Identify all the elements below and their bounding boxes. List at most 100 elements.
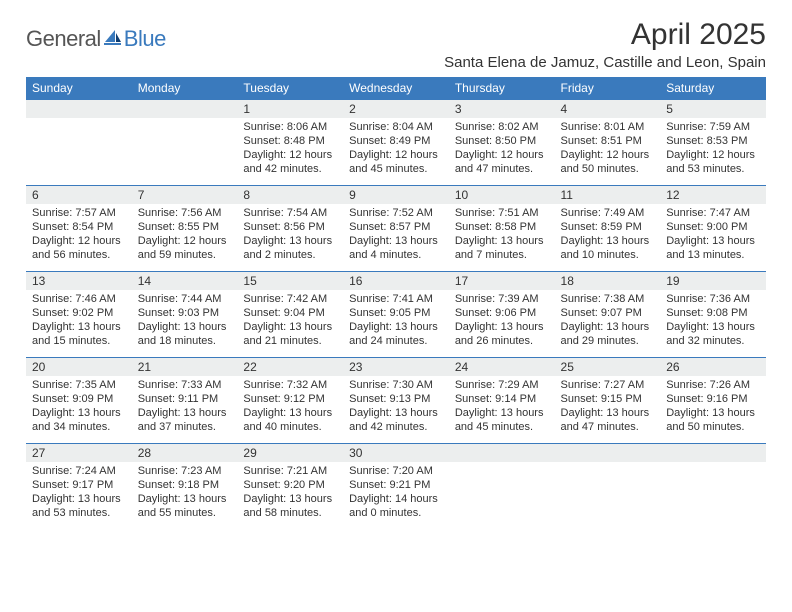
sunset-label: Sunset: 8:53 PM — [666, 135, 760, 149]
day-number: 25 — [555, 358, 661, 376]
day-number — [132, 100, 238, 118]
calendar-row: 13Sunrise: 7:46 AMSunset: 9:02 PMDayligh… — [26, 272, 766, 358]
sunrise-label: Sunrise: 8:04 AM — [349, 121, 443, 135]
day-number — [449, 444, 555, 462]
sunset-label: Sunset: 8:54 PM — [32, 221, 126, 235]
logo: General Blue — [26, 26, 166, 52]
sunrise-label: Sunrise: 7:35 AM — [32, 379, 126, 393]
day-details: Sunrise: 8:06 AMSunset: 8:48 PMDaylight:… — [237, 118, 343, 180]
day-details: Sunrise: 7:29 AMSunset: 9:14 PMDaylight:… — [449, 376, 555, 438]
day-details: Sunrise: 7:20 AMSunset: 9:21 PMDaylight:… — [343, 462, 449, 524]
daylight-label: Daylight: 13 hours and 24 minutes. — [349, 321, 443, 349]
sunrise-label: Sunrise: 7:26 AM — [666, 379, 760, 393]
sunset-label: Sunset: 8:56 PM — [243, 221, 337, 235]
calendar-cell: 22Sunrise: 7:32 AMSunset: 9:12 PMDayligh… — [237, 358, 343, 444]
day-details: Sunrise: 7:35 AMSunset: 9:09 PMDaylight:… — [26, 376, 132, 438]
daylight-label: Daylight: 13 hours and 13 minutes. — [666, 235, 760, 263]
day-details: Sunrise: 7:23 AMSunset: 9:18 PMDaylight:… — [132, 462, 238, 524]
daylight-label: Daylight: 12 hours and 45 minutes. — [349, 149, 443, 177]
day-number: 15 — [237, 272, 343, 290]
calendar-cell: 16Sunrise: 7:41 AMSunset: 9:05 PMDayligh… — [343, 272, 449, 358]
sunrise-label: Sunrise: 7:24 AM — [32, 465, 126, 479]
day-number — [555, 444, 661, 462]
day-details: Sunrise: 7:59 AMSunset: 8:53 PMDaylight:… — [660, 118, 766, 180]
logo-text-blue: Blue — [124, 26, 166, 52]
day-number: 30 — [343, 444, 449, 462]
day-details: Sunrise: 7:32 AMSunset: 9:12 PMDaylight:… — [237, 376, 343, 438]
calendar-cell: 30Sunrise: 7:20 AMSunset: 9:21 PMDayligh… — [343, 444, 449, 534]
calendar-row: 20Sunrise: 7:35 AMSunset: 9:09 PMDayligh… — [26, 358, 766, 444]
daylight-label: Daylight: 13 hours and 10 minutes. — [561, 235, 655, 263]
sunrise-label: Sunrise: 7:52 AM — [349, 207, 443, 221]
calendar-cell: 12Sunrise: 7:47 AMSunset: 9:00 PMDayligh… — [660, 186, 766, 272]
day-number: 14 — [132, 272, 238, 290]
sunset-label: Sunset: 9:08 PM — [666, 307, 760, 321]
sunrise-label: Sunrise: 7:21 AM — [243, 465, 337, 479]
calendar-cell: 23Sunrise: 7:30 AMSunset: 9:13 PMDayligh… — [343, 358, 449, 444]
sunset-label: Sunset: 9:11 PM — [138, 393, 232, 407]
calendar-cell: 11Sunrise: 7:49 AMSunset: 8:59 PMDayligh… — [555, 186, 661, 272]
day-number: 5 — [660, 100, 766, 118]
sunrise-label: Sunrise: 7:54 AM — [243, 207, 337, 221]
daylight-label: Daylight: 13 hours and 58 minutes. — [243, 493, 337, 521]
sunset-label: Sunset: 8:59 PM — [561, 221, 655, 235]
day-details: Sunrise: 7:36 AMSunset: 9:08 PMDaylight:… — [660, 290, 766, 352]
daylight-label: Daylight: 12 hours and 42 minutes. — [243, 149, 337, 177]
calendar-cell: 14Sunrise: 7:44 AMSunset: 9:03 PMDayligh… — [132, 272, 238, 358]
sunset-label: Sunset: 9:03 PM — [138, 307, 232, 321]
calendar-cell: 3Sunrise: 8:02 AMSunset: 8:50 PMDaylight… — [449, 100, 555, 186]
sunset-label: Sunset: 9:18 PM — [138, 479, 232, 493]
day-details: Sunrise: 7:52 AMSunset: 8:57 PMDaylight:… — [343, 204, 449, 266]
daylight-label: Daylight: 13 hours and 37 minutes. — [138, 407, 232, 435]
calendar-cell: 20Sunrise: 7:35 AMSunset: 9:09 PMDayligh… — [26, 358, 132, 444]
calendar-cell: 5Sunrise: 7:59 AMSunset: 8:53 PMDaylight… — [660, 100, 766, 186]
weekday-header: Wednesday — [343, 77, 449, 100]
sunset-label: Sunset: 9:20 PM — [243, 479, 337, 493]
calendar-cell: 1Sunrise: 8:06 AMSunset: 8:48 PMDaylight… — [237, 100, 343, 186]
calendar-cell: 2Sunrise: 8:04 AMSunset: 8:49 PMDaylight… — [343, 100, 449, 186]
weekday-header: Friday — [555, 77, 661, 100]
calendar-cell — [132, 100, 238, 186]
sunrise-label: Sunrise: 7:32 AM — [243, 379, 337, 393]
logo-sail-icon — [103, 28, 123, 51]
sunset-label: Sunset: 9:05 PM — [349, 307, 443, 321]
weekday-header: Sunday — [26, 77, 132, 100]
day-number: 13 — [26, 272, 132, 290]
sunrise-label: Sunrise: 8:06 AM — [243, 121, 337, 135]
day-number: 3 — [449, 100, 555, 118]
daylight-label: Daylight: 13 hours and 42 minutes. — [349, 407, 443, 435]
calendar-cell — [660, 444, 766, 534]
sunrise-label: Sunrise: 7:59 AM — [666, 121, 760, 135]
calendar-cell: 27Sunrise: 7:24 AMSunset: 9:17 PMDayligh… — [26, 444, 132, 534]
sunrise-label: Sunrise: 7:47 AM — [666, 207, 760, 221]
calendar-cell: 9Sunrise: 7:52 AMSunset: 8:57 PMDaylight… — [343, 186, 449, 272]
sunset-label: Sunset: 9:16 PM — [666, 393, 760, 407]
weekday-header: Tuesday — [237, 77, 343, 100]
calendar-cell: 7Sunrise: 7:56 AMSunset: 8:55 PMDaylight… — [132, 186, 238, 272]
sunset-label: Sunset: 8:50 PM — [455, 135, 549, 149]
sunrise-label: Sunrise: 7:27 AM — [561, 379, 655, 393]
sunrise-label: Sunrise: 7:46 AM — [32, 293, 126, 307]
calendar-cell: 15Sunrise: 7:42 AMSunset: 9:04 PMDayligh… — [237, 272, 343, 358]
weekday-header: Monday — [132, 77, 238, 100]
sunset-label: Sunset: 9:06 PM — [455, 307, 549, 321]
sunset-label: Sunset: 9:15 PM — [561, 393, 655, 407]
sunset-label: Sunset: 9:21 PM — [349, 479, 443, 493]
sunrise-label: Sunrise: 7:23 AM — [138, 465, 232, 479]
day-details: Sunrise: 7:26 AMSunset: 9:16 PMDaylight:… — [660, 376, 766, 438]
sunrise-label: Sunrise: 7:57 AM — [32, 207, 126, 221]
sunrise-label: Sunrise: 7:56 AM — [138, 207, 232, 221]
page-title: April 2025 — [444, 18, 766, 52]
day-details: Sunrise: 7:49 AMSunset: 8:59 PMDaylight:… — [555, 204, 661, 266]
logo-text-general: General — [26, 26, 101, 52]
sunrise-label: Sunrise: 7:49 AM — [561, 207, 655, 221]
day-number: 11 — [555, 186, 661, 204]
calendar-cell — [449, 444, 555, 534]
title-block: April 2025 Santa Elena de Jamuz, Castill… — [444, 18, 766, 71]
day-details: Sunrise: 7:46 AMSunset: 9:02 PMDaylight:… — [26, 290, 132, 352]
calendar-cell: 28Sunrise: 7:23 AMSunset: 9:18 PMDayligh… — [132, 444, 238, 534]
day-number — [660, 444, 766, 462]
day-number: 2 — [343, 100, 449, 118]
day-details: Sunrise: 7:21 AMSunset: 9:20 PMDaylight:… — [237, 462, 343, 524]
day-number: 19 — [660, 272, 766, 290]
